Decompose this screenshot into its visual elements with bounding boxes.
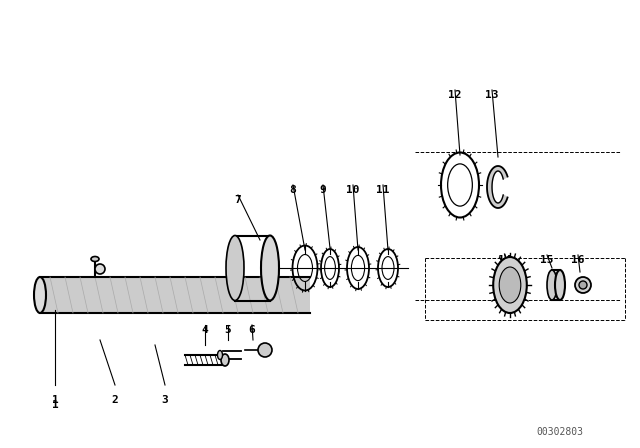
- Circle shape: [269, 245, 271, 248]
- Text: 15: 15: [540, 255, 554, 265]
- Circle shape: [575, 277, 591, 293]
- Circle shape: [271, 285, 275, 288]
- Circle shape: [258, 343, 272, 357]
- Text: 5: 5: [225, 325, 232, 335]
- Text: 9: 9: [319, 185, 326, 195]
- Ellipse shape: [555, 270, 565, 300]
- Ellipse shape: [34, 277, 46, 313]
- Ellipse shape: [261, 236, 279, 301]
- Text: 1: 1: [52, 395, 58, 405]
- Text: 14: 14: [499, 255, 512, 265]
- Circle shape: [274, 277, 276, 280]
- Circle shape: [263, 277, 266, 280]
- Text: 6: 6: [248, 325, 255, 335]
- Text: 13: 13: [485, 90, 499, 100]
- Ellipse shape: [218, 350, 223, 359]
- Text: 11: 11: [376, 185, 390, 195]
- Ellipse shape: [547, 270, 557, 300]
- Circle shape: [95, 264, 105, 274]
- Polygon shape: [487, 166, 508, 208]
- Text: 8: 8: [290, 185, 296, 195]
- Text: 1: 1: [52, 400, 58, 410]
- Ellipse shape: [91, 257, 99, 262]
- Bar: [40, 277, 310, 313]
- Text: 00302803: 00302803: [536, 427, 584, 437]
- Circle shape: [262, 267, 266, 270]
- Circle shape: [274, 256, 276, 258]
- Text: 4: 4: [202, 325, 209, 335]
- Ellipse shape: [499, 267, 521, 303]
- Circle shape: [266, 248, 269, 251]
- Circle shape: [266, 285, 269, 288]
- Circle shape: [263, 256, 266, 258]
- Text: 7: 7: [235, 195, 241, 205]
- Text: 10: 10: [346, 185, 360, 195]
- Ellipse shape: [221, 354, 229, 366]
- Text: 3: 3: [162, 395, 168, 405]
- Ellipse shape: [226, 236, 244, 301]
- Text: 12: 12: [448, 90, 461, 100]
- Circle shape: [579, 281, 587, 289]
- Ellipse shape: [493, 257, 527, 313]
- Circle shape: [271, 248, 275, 251]
- Circle shape: [269, 288, 271, 291]
- Text: 2: 2: [111, 395, 118, 405]
- Circle shape: [275, 267, 278, 270]
- Text: 16: 16: [572, 255, 585, 265]
